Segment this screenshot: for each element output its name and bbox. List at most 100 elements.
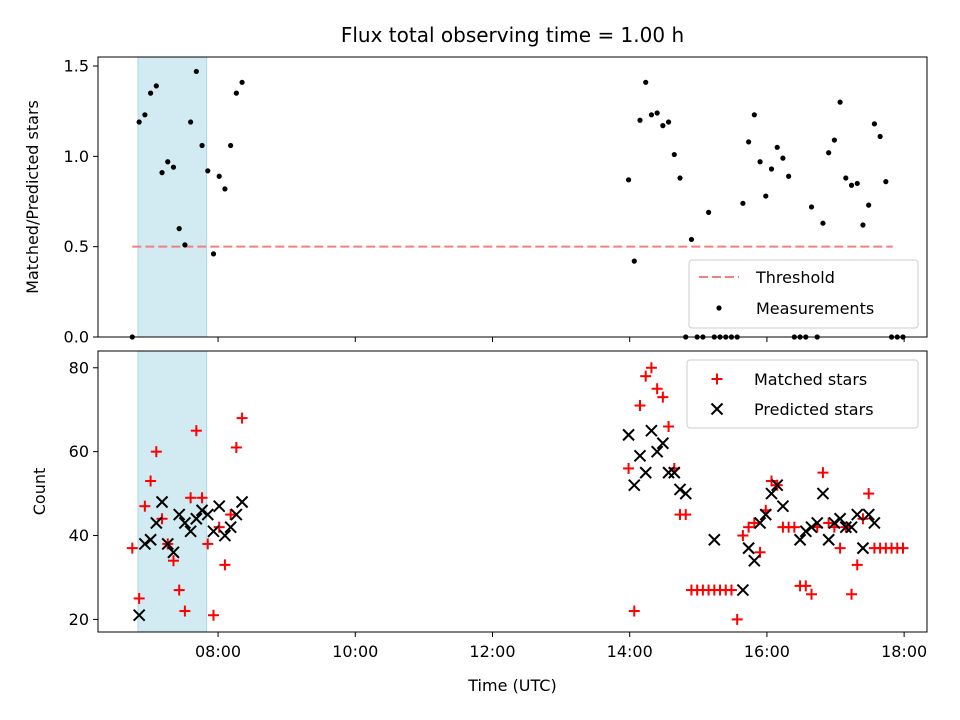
measurement-point-3 <box>147 90 154 96</box>
measurement-point-63 <box>871 121 878 127</box>
measurement-point-41 <box>746 139 752 145</box>
measurement-point-23 <box>643 79 649 85</box>
matched-point-55 <box>823 517 835 529</box>
matched-point-60 <box>851 559 863 571</box>
predicted-point-46 <box>833 512 847 525</box>
matched-point-3 <box>145 475 157 487</box>
legend-predicted-label: Predicted stars <box>754 400 874 419</box>
measurement-point-1 <box>136 119 142 125</box>
measurement-point-64 <box>877 133 883 140</box>
measurement-point-15 <box>216 173 222 179</box>
measurement-point-31 <box>688 236 695 243</box>
measurement-point-17 <box>228 142 234 149</box>
measurement-point-42 <box>751 112 757 118</box>
measurement-point-45 <box>768 166 775 172</box>
predicted-point-28 <box>673 483 687 496</box>
predicted-point-38 <box>776 499 790 513</box>
measurement-point-25 <box>654 110 660 116</box>
matched-point-57 <box>834 542 846 554</box>
predicted-stars-series <box>132 424 881 622</box>
measurement-point-5 <box>159 170 165 176</box>
predicted-point-10 <box>190 512 203 525</box>
measurement-point-11 <box>193 68 199 75</box>
measurement-point-44 <box>763 193 769 199</box>
predicted-point-25 <box>656 437 670 450</box>
matched-point-20 <box>623 462 635 474</box>
measurement-point-52 <box>808 204 815 210</box>
measurement-point-55 <box>826 150 832 156</box>
predicted-point-21 <box>633 449 647 463</box>
measurement-point-58 <box>843 175 849 181</box>
count-xtick-label-2: 12:00 <box>469 642 515 661</box>
measurement-point-27 <box>665 119 672 125</box>
legend-predicted-marker <box>710 402 724 416</box>
measurement-point-60 <box>854 180 860 187</box>
measurement-point-16 <box>222 186 228 192</box>
ratio-ytick-label-3: 1.5 <box>64 57 89 76</box>
measurement-point-54 <box>820 220 826 226</box>
predicted-point-39 <box>793 533 807 546</box>
matched-point-5 <box>156 513 168 525</box>
measurement-point-47 <box>780 155 786 161</box>
legend-predicted-swatch <box>710 402 724 416</box>
matched-point-52 <box>806 588 818 600</box>
ratio-x-ticks <box>217 337 905 342</box>
matched-point-45 <box>765 475 777 487</box>
matched-point-61 <box>857 513 869 525</box>
ratio-panel: 0.0 0.5 1.0 1.5 Flux total observing time =… <box>23 23 928 347</box>
measurement-point-14 <box>210 251 217 257</box>
predicted-point-40 <box>799 525 813 538</box>
predicted-point-12 <box>201 508 214 521</box>
matched-point-0 <box>126 542 138 554</box>
measurement-point-9 <box>182 242 188 248</box>
measurement-point-61 <box>860 222 866 228</box>
matched-point-10 <box>185 492 197 504</box>
predicted-point-44 <box>822 533 835 546</box>
matched-point-22 <box>634 400 646 412</box>
matched-point-11 <box>190 425 202 437</box>
count-panel-frame <box>97 350 928 633</box>
predicted-point-13 <box>207 525 220 538</box>
matched-point-23 <box>640 370 652 382</box>
measurement-point-13 <box>205 168 211 174</box>
count-xtick-label-1: 10:00 <box>332 642 378 661</box>
matched-point-51 <box>800 580 812 592</box>
predicted-point-22 <box>639 466 652 479</box>
measurement-point-10 <box>188 119 194 125</box>
predicted-point-27 <box>668 466 681 479</box>
ratio-ytick-label-2: 1.0 <box>64 147 89 166</box>
measurement-point-57 <box>837 99 843 105</box>
measurement-point-56 <box>831 137 837 143</box>
measurement-point-21 <box>631 258 637 264</box>
measurement-point-7 <box>170 164 177 170</box>
measurement-point-48 <box>786 173 792 179</box>
predicted-point-3 <box>150 516 163 530</box>
predicted-point-51 <box>862 508 875 521</box>
matched-point-49 <box>788 521 800 533</box>
matched-point-26 <box>657 391 669 403</box>
count-xtick-label-5: 18:00 <box>881 642 927 661</box>
matched-point-21 <box>628 605 640 617</box>
legend-matched-marker <box>711 373 723 385</box>
predicted-point-5 <box>161 537 174 551</box>
predicted-point-34 <box>753 516 767 530</box>
matched-point-17 <box>225 509 237 521</box>
predicted-point-47 <box>839 520 853 534</box>
measurement-point-40 <box>740 200 746 206</box>
ratio-ytick-label-0: 0.0 <box>64 328 89 347</box>
predicted-point-0 <box>132 609 146 622</box>
measurement-point-19 <box>239 79 245 85</box>
predicted-point-14 <box>212 499 226 513</box>
count-xtick-label-3: 14:00 <box>607 642 653 661</box>
matched-point-54 <box>817 467 829 479</box>
predicted-point-16 <box>224 520 237 534</box>
measurement-point-65 <box>883 179 889 185</box>
predicted-point-37 <box>771 479 784 492</box>
highlight-span-bottom <box>137 350 208 633</box>
count-y-axis-label: Count <box>30 468 49 516</box>
count-ytick-label-0: 20 <box>69 610 89 629</box>
matched-point-7 <box>167 555 179 567</box>
predicted-point-26 <box>662 466 675 479</box>
measurement-point-43 <box>757 159 763 165</box>
